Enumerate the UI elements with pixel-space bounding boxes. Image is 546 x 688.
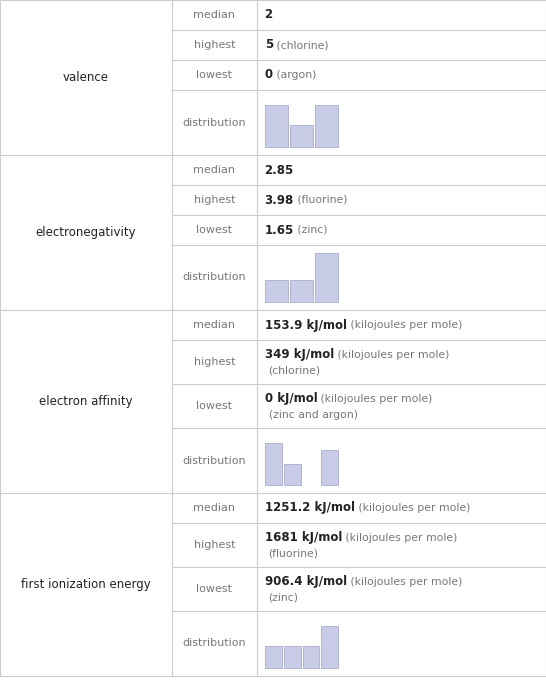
Text: (kilojoules per mole): (kilojoules per mole)	[334, 350, 449, 360]
Text: (zinc and argon): (zinc and argon)	[269, 410, 358, 420]
Bar	[290, 125, 313, 147]
Text: (zinc): (zinc)	[294, 225, 328, 235]
Text: lowest: lowest	[197, 225, 232, 235]
Text: first ionization energy: first ionization energy	[21, 578, 151, 591]
Text: highest: highest	[193, 357, 235, 367]
Text: (kilojoules per mole): (kilojoules per mole)	[347, 577, 462, 586]
Bar	[322, 626, 338, 668]
Text: 3.98: 3.98	[265, 193, 294, 206]
Text: distribution: distribution	[182, 638, 246, 649]
Text: 5: 5	[265, 39, 273, 52]
Bar	[265, 280, 288, 302]
Text: 1681 kJ/mol: 1681 kJ/mol	[265, 531, 342, 544]
Bar	[290, 280, 313, 302]
Text: 906.4 kJ/mol (kilojoules per mole): 906.4 kJ/mol (kilojoules per mole)	[265, 575, 487, 588]
Text: 1.65: 1.65	[265, 224, 294, 237]
Text: 0 kJ/mol: 0 kJ/mol	[265, 392, 317, 405]
Bar	[284, 464, 301, 485]
Text: 0 kJ/mol (kilojoules per mole): 0 kJ/mol (kilojoules per mole)	[265, 392, 458, 405]
Bar	[284, 646, 301, 668]
Text: distribution: distribution	[182, 118, 246, 127]
Text: (kilojoules per mole): (kilojoules per mole)	[354, 503, 470, 513]
Text: median: median	[193, 165, 235, 175]
Text: 0: 0	[265, 69, 273, 81]
Text: lowest: lowest	[197, 70, 232, 80]
Text: electron affinity: electron affinity	[39, 395, 133, 408]
Bar	[265, 105, 288, 147]
Text: (argon): (argon)	[273, 70, 316, 80]
Text: 153.9 kJ/mol: 153.9 kJ/mol	[265, 319, 347, 332]
Bar	[322, 450, 338, 485]
Text: 349 kJ/mol (kilojoules per mole): 349 kJ/mol (kilojoules per mole)	[265, 348, 474, 361]
Text: highest: highest	[193, 40, 235, 50]
Text: 906.4 kJ/mol: 906.4 kJ/mol	[265, 575, 347, 588]
Text: (kilojoules per mole): (kilojoules per mole)	[347, 320, 462, 330]
Text: highest: highest	[193, 195, 235, 205]
Text: 2.85: 2.85	[265, 164, 294, 177]
Bar	[315, 253, 338, 302]
Text: 2: 2	[265, 8, 273, 21]
Bar	[265, 646, 282, 668]
Text: distribution: distribution	[182, 272, 246, 283]
Text: highest: highest	[193, 540, 235, 550]
Text: lowest: lowest	[197, 584, 232, 594]
Text: 1251.2 kJ/mol: 1251.2 kJ/mol	[265, 502, 354, 515]
Text: 1681 kJ/mol (kilojoules per mole): 1681 kJ/mol (kilojoules per mole)	[265, 531, 483, 544]
Text: electronegativity: electronegativity	[35, 226, 136, 239]
Text: lowest: lowest	[197, 401, 232, 411]
Text: median: median	[193, 10, 235, 20]
Text: median: median	[193, 320, 235, 330]
Text: (kilojoules per mole): (kilojoules per mole)	[342, 533, 458, 543]
Text: (zinc): (zinc)	[269, 593, 299, 603]
Bar	[265, 443, 282, 485]
Bar	[302, 646, 319, 668]
Bar	[315, 105, 338, 147]
Text: (kilojoules per mole): (kilojoules per mole)	[317, 394, 433, 404]
Text: distribution: distribution	[182, 455, 246, 466]
Text: (chlorine): (chlorine)	[273, 40, 329, 50]
Text: 349 kJ/mol: 349 kJ/mol	[265, 348, 334, 361]
Text: valence: valence	[63, 71, 109, 84]
Text: (fluorine): (fluorine)	[269, 549, 319, 559]
Text: median: median	[193, 503, 235, 513]
Text: (chlorine): (chlorine)	[269, 366, 321, 376]
Text: (fluorine): (fluorine)	[294, 195, 347, 205]
